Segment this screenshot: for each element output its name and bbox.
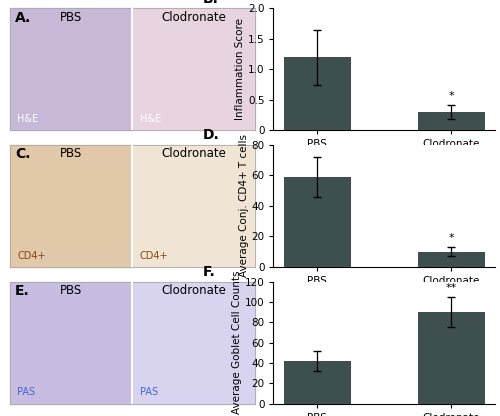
Bar — [132, 145, 255, 267]
Text: *: * — [448, 91, 454, 101]
Text: PBS: PBS — [60, 284, 82, 297]
Text: A.: A. — [15, 11, 31, 25]
Bar — [418, 112, 485, 130]
Text: **: ** — [446, 283, 457, 293]
Bar — [418, 252, 485, 267]
Text: H&E: H&E — [18, 114, 38, 124]
Y-axis label: Average Goblet Cell Counts: Average Goblet Cell Counts — [232, 271, 242, 414]
Text: PAS: PAS — [18, 387, 36, 397]
Text: D.: D. — [202, 129, 220, 143]
Text: PBS: PBS — [60, 147, 82, 161]
Text: C.: C. — [15, 147, 30, 161]
Text: E.: E. — [15, 284, 30, 298]
Text: *: * — [448, 233, 454, 243]
Y-axis label: Inflammation Score: Inflammation Score — [235, 18, 245, 120]
Bar — [132, 282, 255, 404]
Text: CD4+: CD4+ — [140, 251, 168, 261]
Text: CD4+: CD4+ — [18, 251, 46, 261]
Bar — [418, 312, 485, 404]
Bar — [284, 57, 350, 130]
Text: Clodronate: Clodronate — [161, 11, 226, 24]
Bar — [284, 361, 350, 404]
Text: PBS: PBS — [60, 11, 82, 24]
Bar — [10, 8, 132, 130]
Text: Clodronate: Clodronate — [161, 284, 226, 297]
Y-axis label: Average Conj. CD4+ T cells: Average Conj. CD4+ T cells — [238, 134, 248, 277]
Bar — [10, 282, 132, 404]
Text: Clodronate: Clodronate — [161, 147, 226, 161]
Text: F.: F. — [202, 265, 215, 279]
Bar — [10, 145, 132, 267]
Text: B.: B. — [202, 0, 218, 6]
Text: H&E: H&E — [140, 114, 161, 124]
Bar — [284, 177, 350, 267]
Bar — [132, 8, 255, 130]
Text: PAS: PAS — [140, 387, 158, 397]
